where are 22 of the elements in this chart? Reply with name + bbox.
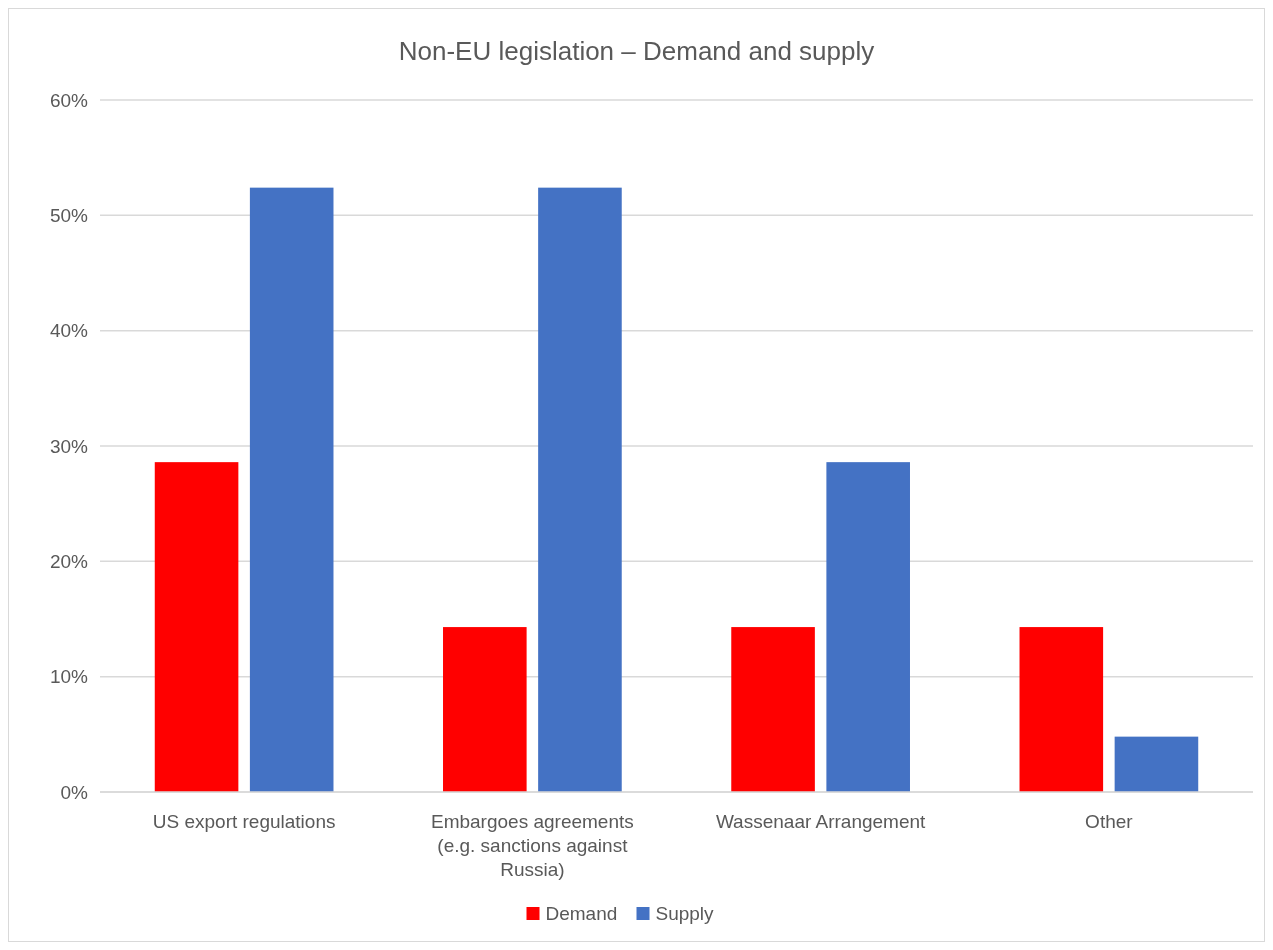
chart-title: Non-EU legislation – Demand and supply	[398, 36, 875, 66]
y-tick-label: 20%	[49, 550, 89, 572]
y-tick-label: 0%	[60, 781, 89, 803]
bar	[443, 627, 527, 792]
y-tick-label: 50%	[49, 204, 89, 226]
x-tick-label: US export regulations	[152, 811, 336, 832]
y-tick-label: 40%	[49, 320, 89, 342]
legend-label: Supply	[655, 903, 715, 924]
y-tick-label: 30%	[49, 435, 89, 457]
bar	[249, 187, 334, 792]
bar	[1019, 627, 1104, 792]
bar	[731, 627, 815, 792]
bar	[538, 187, 622, 792]
x-tick-label: Wassenaar Arrangement	[715, 811, 927, 832]
bar	[154, 462, 239, 792]
x-tick-label: Other	[1085, 811, 1134, 832]
y-tick-label: 10%	[49, 666, 89, 688]
bar	[826, 462, 910, 792]
bar	[1114, 736, 1199, 792]
x-tick-label: Embargoes agreements (e.g. sanctions against Russia)	[430, 811, 634, 880]
y-tick-label: 60%	[49, 89, 89, 111]
legend-label: Demand	[545, 903, 618, 924]
